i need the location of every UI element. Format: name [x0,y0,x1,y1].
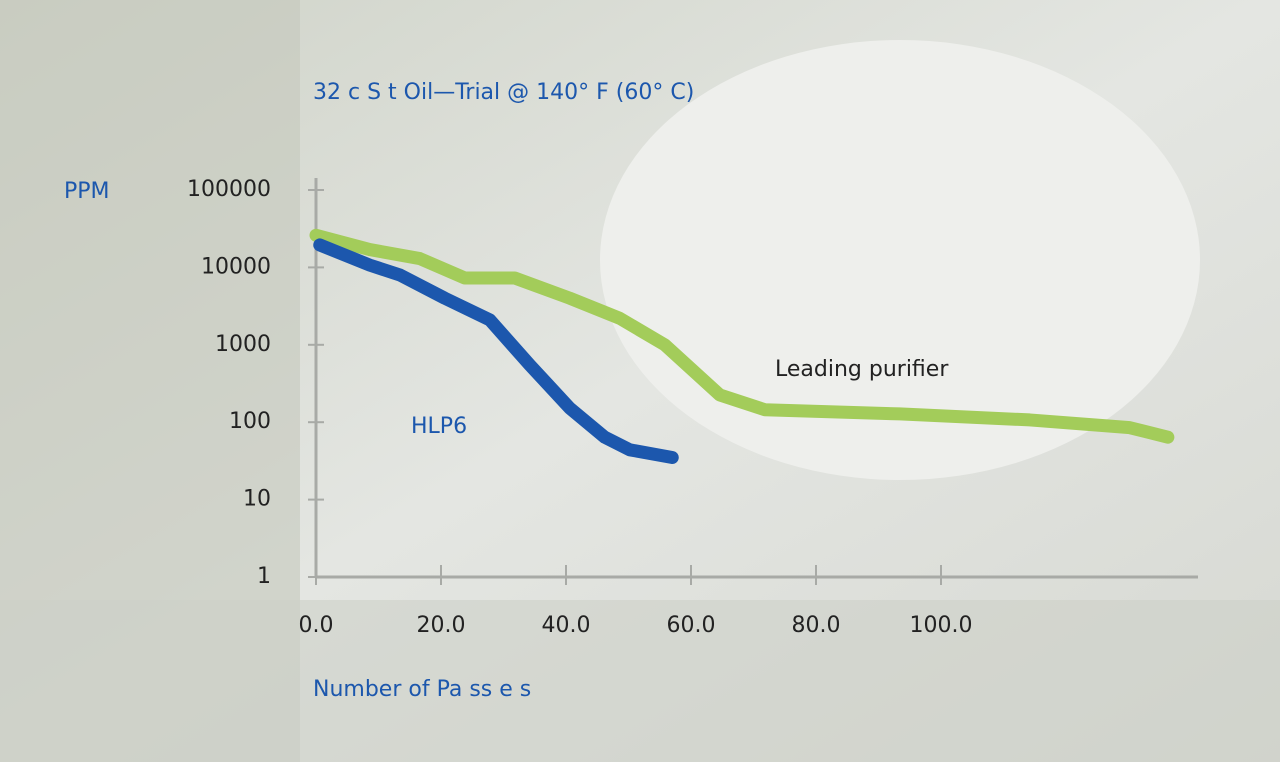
x-tick-label: 0.0 [299,613,334,638]
series-label: Leading purifier [775,357,949,382]
series-line [309,228,1175,444]
series-label: HLP6 [411,414,467,439]
y-tick-label: 100000 [187,177,271,202]
x-axis-label: Number of Pa ss e s [313,677,531,702]
x-tick-label: 60.0 [667,613,716,638]
y-tick-label: 10 [243,487,271,512]
y-tick-label: 10000 [201,254,271,279]
bg-floor [0,600,1280,762]
x-tick-label: 20.0 [417,613,466,638]
series-line [313,238,679,464]
bg-roll [600,40,1200,480]
x-tick-label: 80.0 [792,613,841,638]
y-axis-label: PPM [64,179,110,204]
x-tick-label: 100.0 [910,613,973,638]
chart-title: 32 c S t Oil—Trial @ 140° F (60° C) [313,80,694,105]
y-tick-label: 1000 [215,332,271,357]
x-tick-label: 40.0 [542,613,591,638]
y-tick-label: 1 [257,564,271,589]
y-tick-label: 100 [229,409,271,434]
